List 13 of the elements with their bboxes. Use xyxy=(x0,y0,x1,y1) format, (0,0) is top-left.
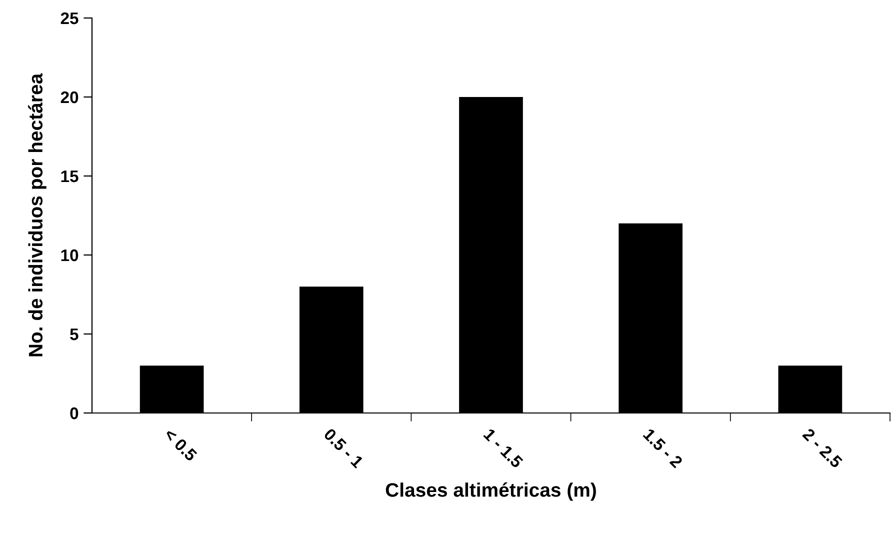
x-axis-title: Clases altimétricas (m) xyxy=(386,482,596,501)
y-tick-label: 0 xyxy=(70,407,78,420)
y-tick-label: 20 xyxy=(60,91,78,104)
y-tick-label: 10 xyxy=(61,249,78,262)
y-tick-label: 5 xyxy=(70,328,78,340)
x-tick-label: < 0.5 xyxy=(164,428,198,462)
y-axis-title: No. de individuos por hectárea xyxy=(28,73,46,356)
x-tick-label: 2 - 2.5 xyxy=(802,428,843,469)
x-tick-label: 0.5 - 1 xyxy=(323,428,364,469)
x-tick-label: 1.5 - 2 xyxy=(642,428,684,468)
x-tick-label: 1 - 1.5 xyxy=(483,428,524,469)
y-tick-label: 15 xyxy=(61,170,78,182)
y-tick-label: 25 xyxy=(60,12,78,24)
